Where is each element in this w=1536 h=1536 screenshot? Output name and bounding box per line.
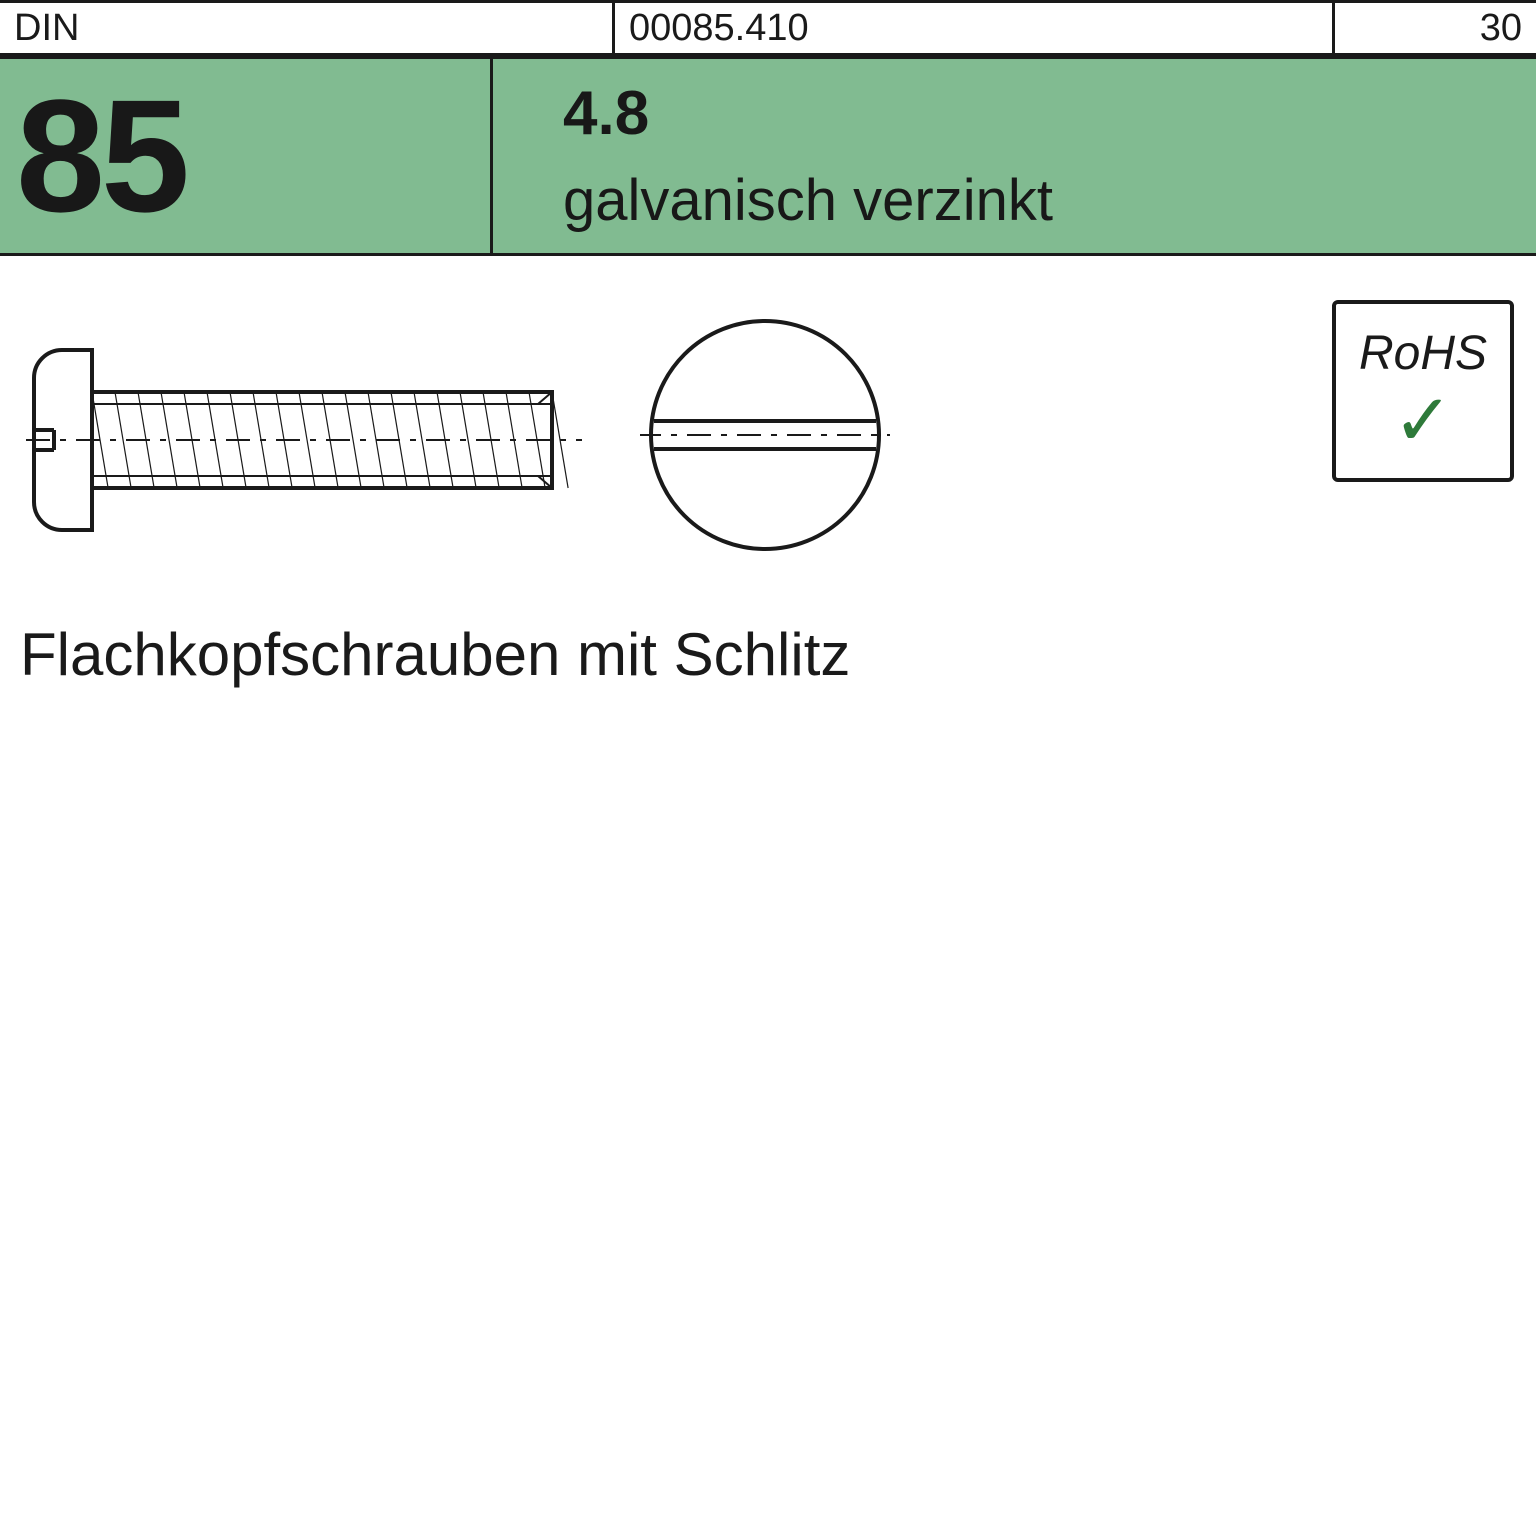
check-icon: ✓ [1393,385,1453,457]
din-number-cell: 85 [0,59,493,253]
page-number: 30 [1335,3,1536,53]
header-row: DIN 00085.410 30 [0,0,1536,56]
screw-side-view-icon [24,320,584,560]
product-title: Flachkopfschrauben mit Schlitz [20,620,850,689]
din-number: 85 [16,76,186,236]
diagram-row [0,300,1536,560]
spec-band: 85 4.8 galvanisch verzinkt [0,56,1536,256]
rohs-label: RoHS [1359,326,1487,381]
standard-label: DIN [0,3,615,53]
screw-front-view-icon [640,310,890,560]
spec-details: 4.8 galvanisch verzinkt [493,59,1536,253]
article-number: 00085.410 [615,3,1335,53]
surface-finish: galvanisch verzinkt [563,167,1536,234]
property-class: 4.8 [563,78,1536,149]
rohs-badge: RoHS ✓ [1332,300,1514,482]
